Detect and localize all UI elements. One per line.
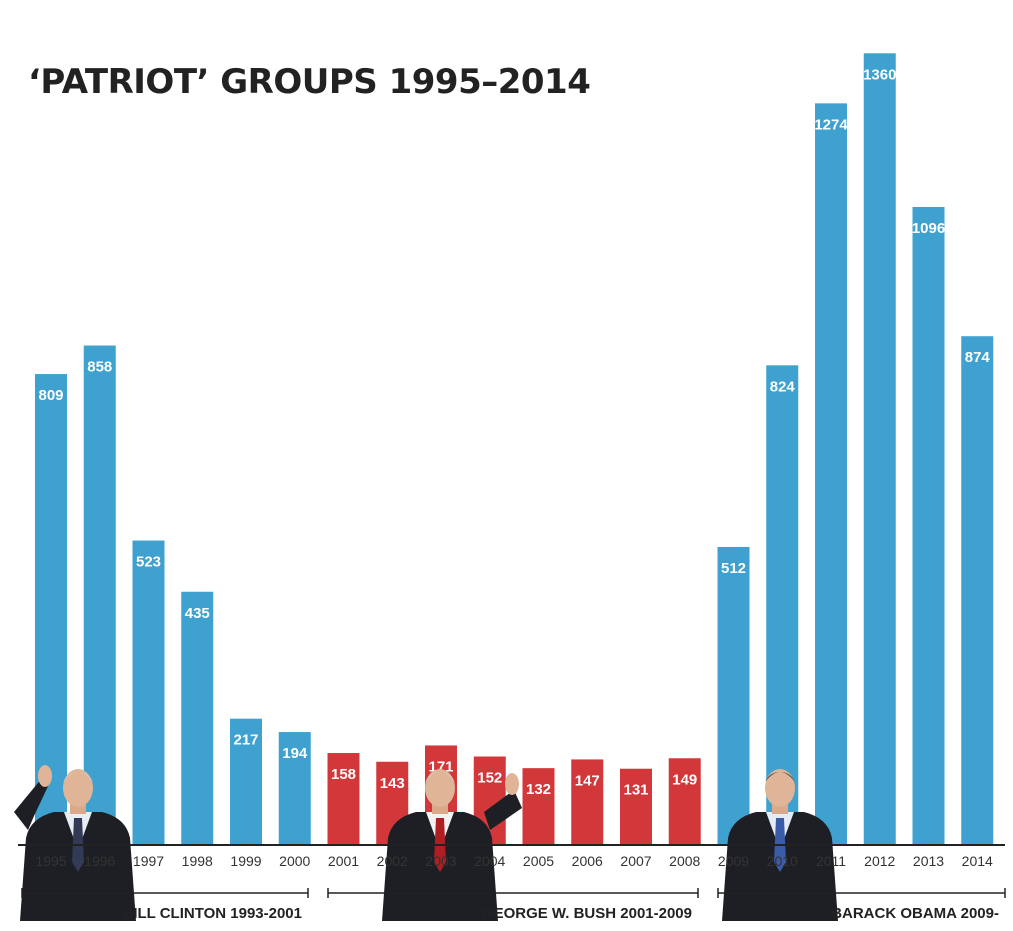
x-tick-label: 2004 [474, 853, 505, 869]
bar-2012 [863, 53, 896, 846]
bar-2014 [961, 336, 994, 845]
bar-1999 [230, 718, 262, 845]
x-tick-label: 2013 [913, 853, 944, 869]
bar-value-label: 523 [136, 554, 161, 571]
bar-2005 [522, 768, 555, 845]
chart-title: ‘PATRIOT’ GROUPS 1995–2014 [28, 62, 591, 102]
x-tick-label: 2001 [328, 853, 359, 869]
bar-value-label: 152 [477, 770, 502, 787]
bar-2007 [620, 768, 652, 845]
bar-2013 [912, 206, 945, 845]
bar-value-label: 149 [672, 771, 697, 788]
x-tick-label: 2006 [572, 853, 603, 869]
x-tick-label: 2010 [767, 853, 798, 869]
x-tick-label: 1996 [84, 853, 115, 869]
x-tick-label: 2012 [864, 853, 895, 869]
x-tick-label: 2005 [523, 853, 554, 869]
bar-2009 [717, 546, 750, 845]
bar-value-label: 1360 [863, 66, 896, 83]
bar-value-label: 1096 [912, 220, 945, 237]
x-tick-label: 1998 [182, 853, 213, 869]
era-label: GEORGE W. BUSH 2001-2009 [482, 905, 692, 922]
x-tick-label: 2009 [718, 853, 749, 869]
bar-2006 [571, 759, 604, 845]
x-tick-label: 1995 [35, 853, 66, 869]
bar-value-label: 512 [721, 560, 746, 577]
president-photo [14, 765, 136, 921]
era-bracket: BARACK OBAMA 2009- [717, 888, 1006, 922]
bar-value-label: 435 [185, 605, 210, 622]
bar-2010 [766, 365, 799, 845]
era-bracket: BILL CLINTON 1993-2001 [21, 888, 309, 922]
x-tick-label: 2014 [962, 853, 993, 869]
bar-2011 [815, 103, 847, 846]
bar-1996 [83, 345, 116, 845]
x-tick-label: 2002 [377, 853, 408, 869]
bar-value-label: 147 [575, 772, 600, 789]
bar-2008 [668, 758, 701, 845]
bar-1995 [35, 374, 67, 845]
bar-1997 [132, 540, 165, 845]
era-label: BARACK OBAMA 2009- [831, 905, 999, 922]
bar-value-label: 131 [623, 782, 648, 799]
x-tick-label: 2008 [669, 853, 700, 869]
bar-value-label: 809 [38, 387, 63, 404]
x-tick-label: 2011 [816, 853, 846, 869]
bars-group: 8098585234352171941581431711521321471311… [35, 53, 994, 846]
x-tick-label: 1999 [230, 853, 261, 869]
bar-value-label: 824 [770, 378, 796, 395]
x-tick-label: 2007 [620, 853, 651, 869]
bar-value-label: 143 [380, 775, 405, 792]
x-tick-labels: 1995 1996 1997 1998 1999 2000 2001 2002 2003 2004… [35, 853, 993, 869]
era-bracket: GEORGE W. BUSH 2001-2009 [327, 888, 699, 922]
bar-value-label: 217 [233, 732, 258, 749]
x-tick-label: 1997 [133, 853, 164, 869]
bar-value-label: 158 [331, 766, 356, 783]
presidential-eras: BILL CLINTON 1993-2001 GEORGE W. BUSH 200… [21, 888, 1006, 922]
x-tick-label: 2000 [279, 853, 310, 869]
bar-value-label: 858 [87, 359, 112, 376]
bar-1998 [181, 591, 214, 845]
bar-value-label: 1274 [814, 116, 848, 133]
bar-value-label: 132 [526, 781, 551, 798]
era-label: BILL CLINTON 1993-2001 [122, 905, 302, 922]
bar-2000 [278, 732, 311, 845]
bar-2001 [327, 753, 360, 845]
bar-value-label: 874 [965, 349, 991, 366]
x-tick-label: 2003 [425, 853, 456, 869]
bar-value-label: 194 [282, 745, 308, 762]
